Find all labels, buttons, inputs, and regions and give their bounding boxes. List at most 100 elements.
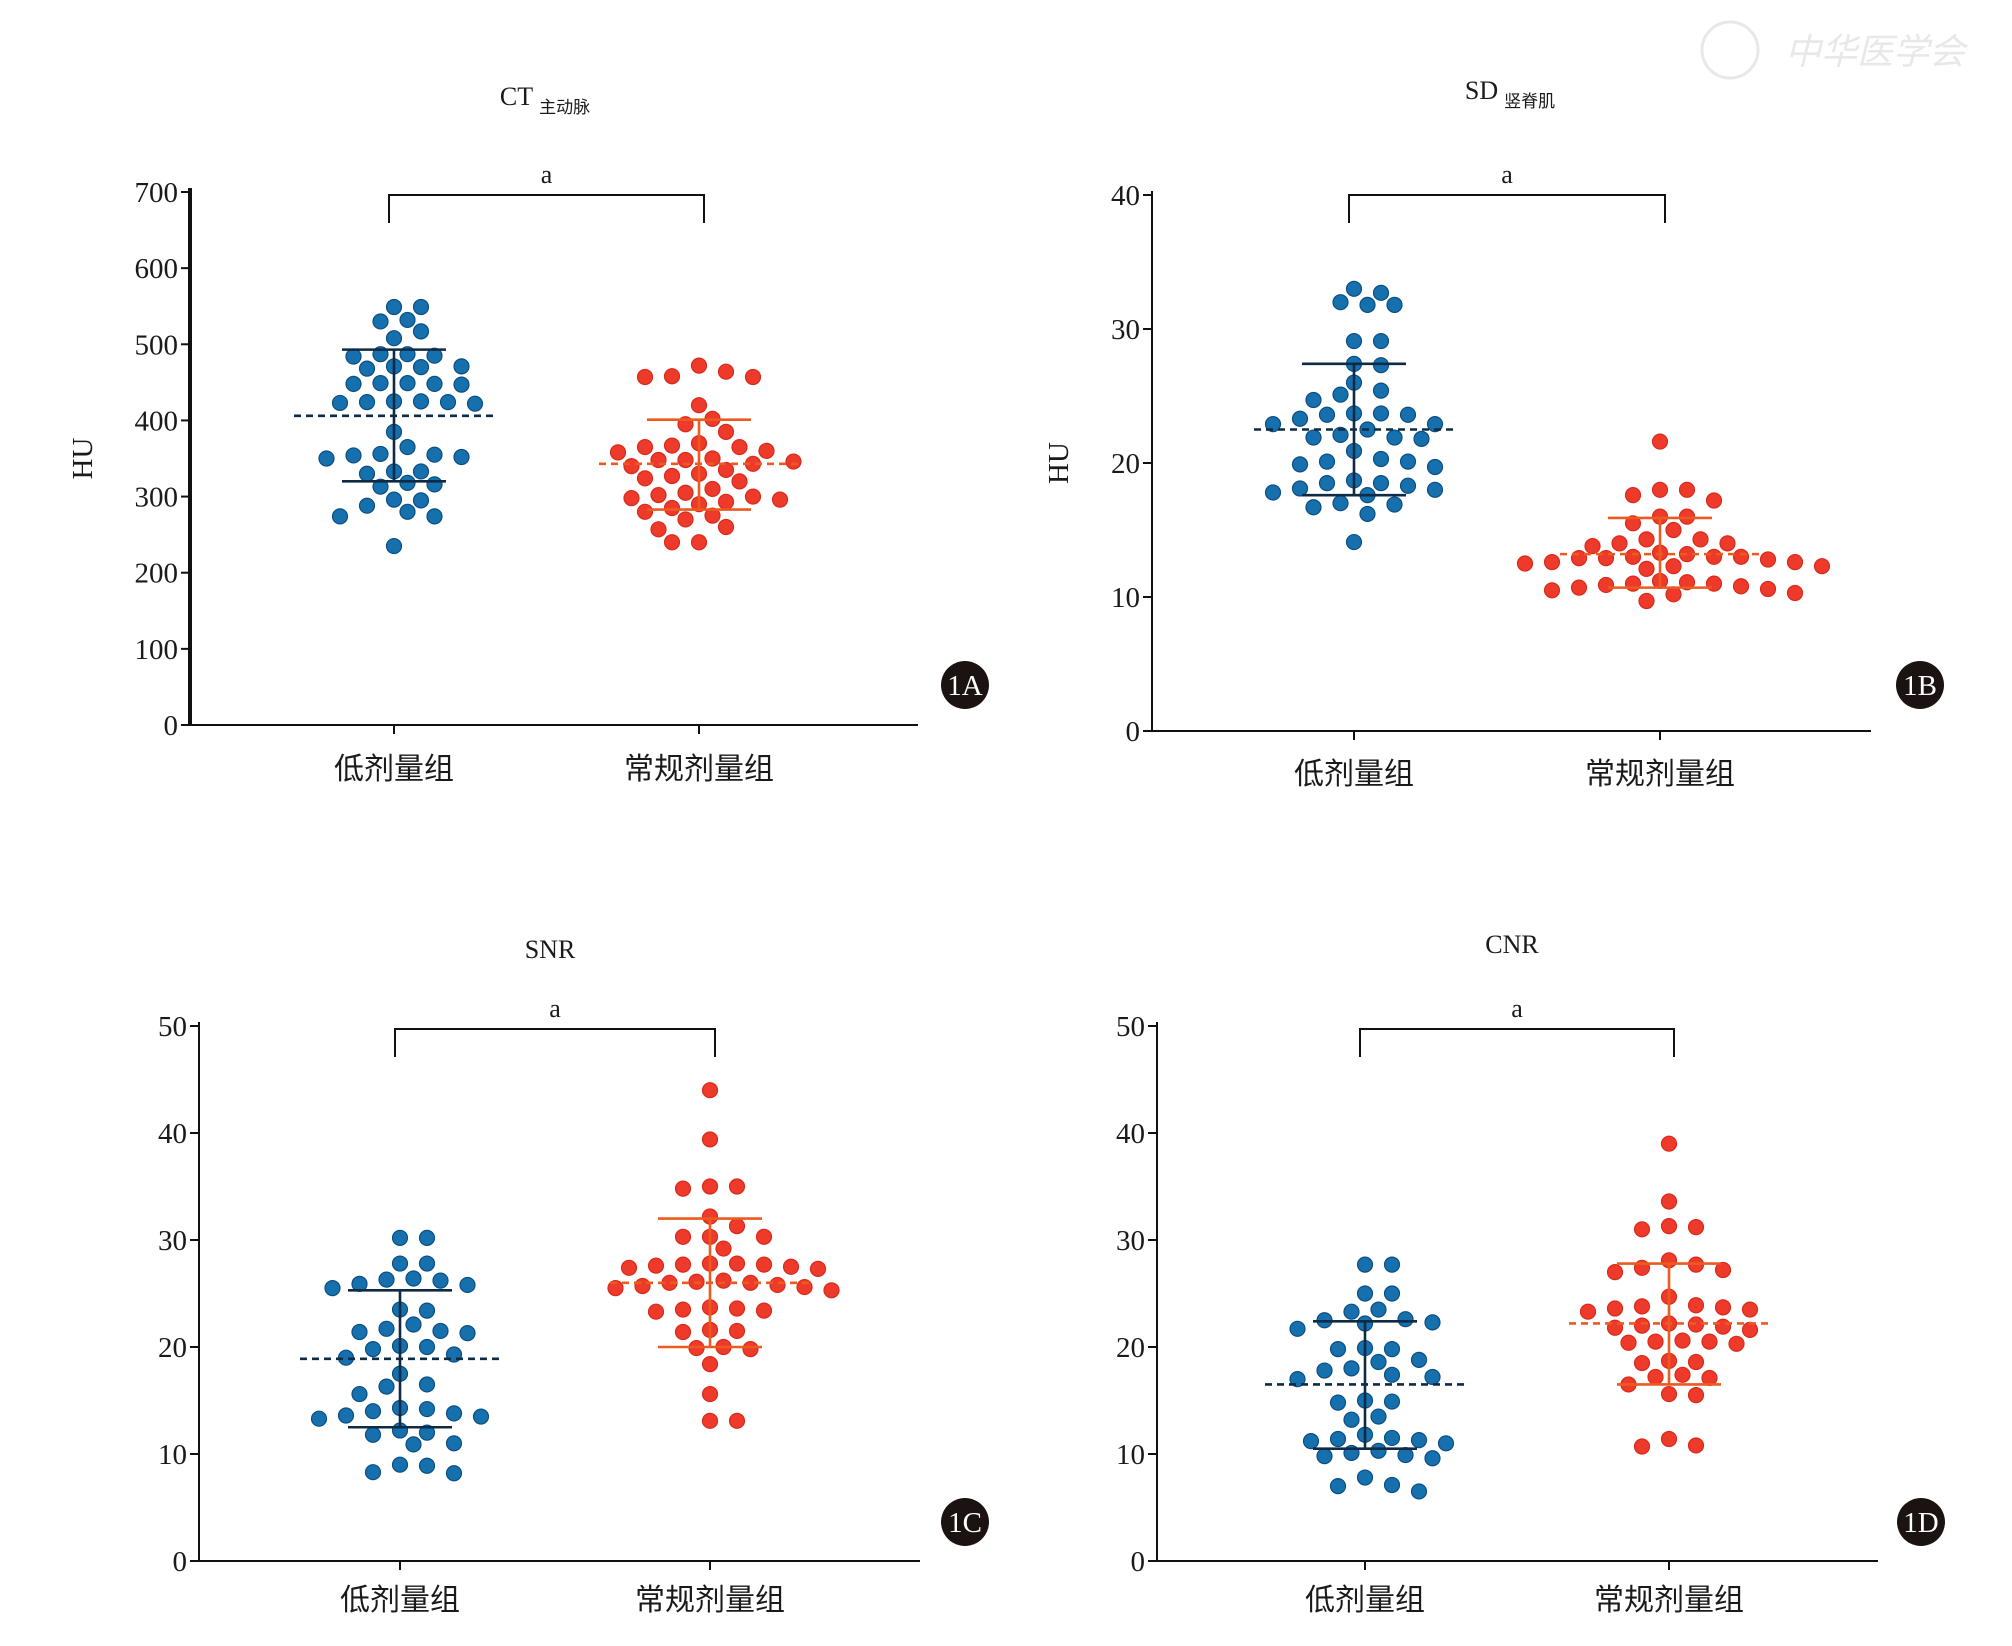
data-point xyxy=(1426,481,1444,498)
data-point xyxy=(1426,416,1444,433)
significance-label: a xyxy=(1501,160,1513,189)
data-point xyxy=(623,489,640,507)
y-tick-label: 10 xyxy=(1111,582,1140,614)
data-point xyxy=(1714,1318,1732,1335)
data-point xyxy=(1318,475,1336,492)
data-point xyxy=(426,375,443,392)
data-point xyxy=(650,451,667,469)
data-point xyxy=(345,348,362,365)
data-point xyxy=(418,1457,436,1474)
data-point xyxy=(1660,1217,1678,1235)
data-point xyxy=(728,1412,746,1429)
data-point xyxy=(1633,1354,1651,1372)
data-point xyxy=(351,1323,368,1341)
data-point xyxy=(324,1280,341,1297)
data-point xyxy=(1305,429,1322,446)
y-tick-label: 30 xyxy=(1116,1225,1145,1257)
data-point xyxy=(1674,1332,1691,1349)
data-point xyxy=(1624,548,1642,565)
data-point xyxy=(690,534,708,551)
data-point xyxy=(1606,1263,1624,1281)
data-point xyxy=(1633,1221,1651,1238)
data-point xyxy=(418,1338,436,1356)
data-point xyxy=(1638,560,1655,577)
data-point xyxy=(1291,410,1309,427)
data-point xyxy=(1705,492,1723,509)
data-point xyxy=(1372,332,1390,350)
data-point xyxy=(1732,548,1750,565)
data-point xyxy=(445,1405,463,1422)
data-point xyxy=(690,397,708,414)
data-point xyxy=(755,1228,773,1245)
x-tick-label: 常规剂量组 xyxy=(1594,1584,1744,1617)
significance-bracket xyxy=(1359,1028,1675,1057)
data-point xyxy=(1638,592,1655,610)
series-standard-dose xyxy=(607,1082,840,1429)
data-point xyxy=(728,1255,746,1272)
data-point xyxy=(1264,484,1282,501)
panel-label: 1D xyxy=(1903,1507,1938,1539)
data-point xyxy=(432,1322,449,1340)
data-point xyxy=(1786,554,1804,571)
y-tick-label: 400 xyxy=(135,405,179,437)
data-point xyxy=(1660,1385,1678,1403)
data-point xyxy=(1651,433,1669,450)
data-point xyxy=(453,376,470,393)
data-point xyxy=(1305,391,1322,409)
data-point xyxy=(399,474,416,491)
data-point xyxy=(1584,537,1601,555)
data-point xyxy=(331,508,349,525)
data-point xyxy=(1413,430,1430,447)
data-point xyxy=(1356,1285,1374,1302)
data-point xyxy=(755,1256,773,1273)
data-point xyxy=(1343,1411,1360,1428)
data-point xyxy=(1343,1360,1360,1377)
data-point xyxy=(1665,521,1682,539)
data-point xyxy=(650,521,667,538)
data-point xyxy=(405,1316,422,1333)
data-point xyxy=(677,484,694,501)
data-point xyxy=(351,1385,368,1403)
series-low-dose xyxy=(294,298,494,555)
data-point xyxy=(674,1323,692,1341)
data-point xyxy=(663,499,681,517)
chart-title-subscript: 主动脉 xyxy=(539,98,590,117)
data-point xyxy=(1570,579,1588,596)
data-point xyxy=(378,1320,395,1337)
data-point xyxy=(418,1229,436,1246)
y-axis-label: HU xyxy=(1043,442,1075,484)
data-point xyxy=(636,438,654,456)
data-point xyxy=(704,450,721,467)
data-point xyxy=(1329,1430,1347,1448)
data-point xyxy=(418,1376,436,1393)
watermark-text: 中华医学会 xyxy=(1785,32,1969,72)
data-point xyxy=(1410,1351,1428,1368)
data-point xyxy=(372,375,389,392)
data-point xyxy=(1399,406,1417,423)
data-point xyxy=(728,1217,746,1235)
data-point xyxy=(1741,1301,1759,1318)
data-point xyxy=(391,1229,409,1246)
series-low-dose xyxy=(1265,1256,1465,1500)
data-point xyxy=(466,395,484,412)
data-point xyxy=(607,1280,624,1297)
data-point xyxy=(364,1426,382,1443)
y-tick-label: 10 xyxy=(158,1439,187,1471)
data-point xyxy=(1687,1297,1705,1314)
data-point xyxy=(715,1240,732,1257)
data-point xyxy=(663,437,681,454)
data-point xyxy=(418,1400,436,1418)
significance-label: a xyxy=(541,160,553,189)
data-point xyxy=(620,1259,638,1276)
data-point xyxy=(459,1324,476,1342)
y-tick-label: 20 xyxy=(1111,448,1140,480)
data-point xyxy=(1651,481,1669,498)
data-point xyxy=(1291,480,1309,497)
data-point xyxy=(1383,1476,1401,1494)
data-point xyxy=(755,1302,773,1319)
chart-title: SNR xyxy=(525,935,576,964)
data-point xyxy=(378,1271,395,1288)
data-point xyxy=(1647,1333,1664,1350)
significance-bracket xyxy=(388,194,705,223)
data-point xyxy=(1701,1333,1718,1350)
